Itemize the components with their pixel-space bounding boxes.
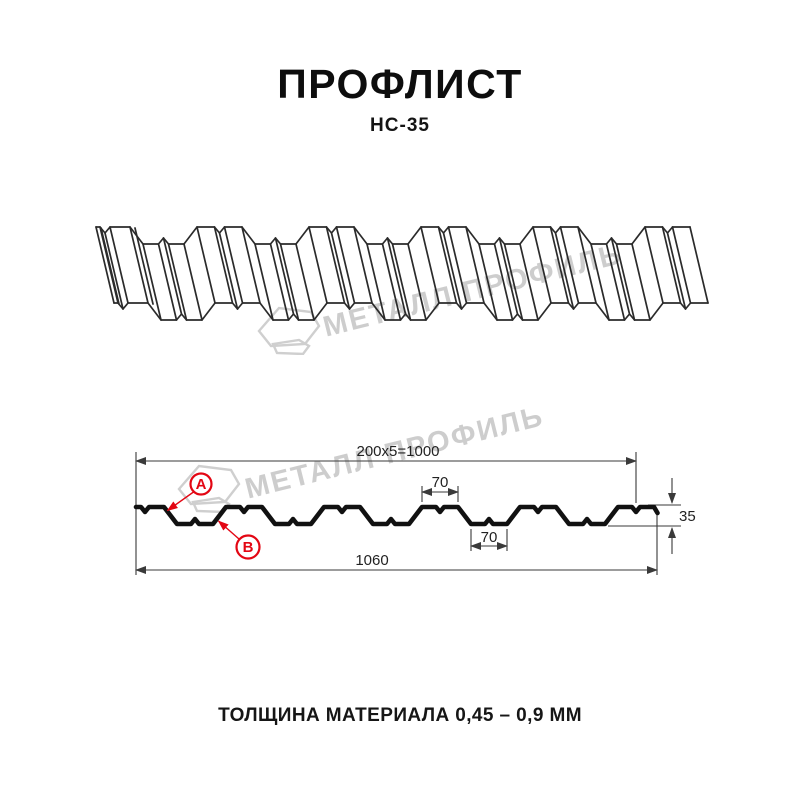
callout-a-label: A <box>196 476 207 493</box>
profile-model: НС-35 <box>370 115 430 136</box>
profile-3d-view <box>95 226 709 321</box>
dimension-overall-width: 1060 <box>135 552 658 574</box>
dimension-coverage-width: 200x5=1000 <box>135 443 637 465</box>
dimension-profile-height: 35 <box>668 478 696 554</box>
profile-cross-section: 200x5=1000 70 70 1060 35 <box>133 443 696 575</box>
dimension-rib-top: 70 <box>421 474 459 496</box>
dimension-coverage-label: 200x5=1000 <box>357 443 440 460</box>
page-title: ПРОФЛИСТ <box>277 61 523 107</box>
profile-outline <box>133 504 660 527</box>
thickness-note: ТОЛЩИНА МАТЕРИАЛА 0,45 – 0,9 ММ <box>218 705 582 726</box>
header: ПРОФЛИСТ НС-35 <box>0 62 800 137</box>
callout-a: A <box>166 472 213 512</box>
metall-profil-logo-icon <box>257 306 321 355</box>
dimension-rib-top-label: 70 <box>432 474 449 491</box>
callout-b: B <box>217 520 261 560</box>
dimension-overall-label: 1060 <box>355 552 388 569</box>
callout-b-label: B <box>243 539 254 556</box>
extension-lines <box>135 452 681 575</box>
callout-b-arrow <box>217 520 240 540</box>
callout-a-arrow <box>166 491 194 512</box>
dimension-rib-bottom: 70 <box>470 529 508 550</box>
dimension-height-label: 35 <box>679 508 696 525</box>
dimension-rib-bottom-label: 70 <box>481 529 498 546</box>
